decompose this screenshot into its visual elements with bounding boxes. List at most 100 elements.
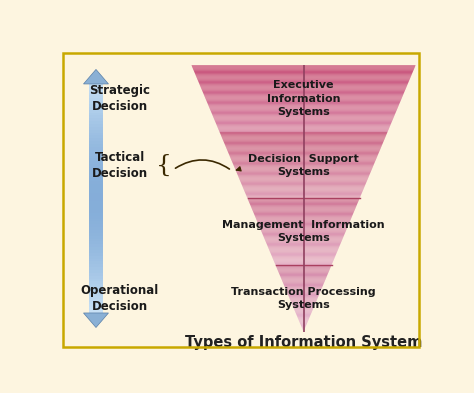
Bar bbox=[90, 161, 102, 164]
Bar bbox=[90, 84, 102, 87]
Polygon shape bbox=[231, 160, 376, 161]
Polygon shape bbox=[242, 186, 365, 187]
Polygon shape bbox=[239, 178, 368, 180]
Polygon shape bbox=[231, 158, 376, 160]
Polygon shape bbox=[224, 142, 383, 143]
Polygon shape bbox=[266, 242, 341, 243]
Polygon shape bbox=[292, 304, 315, 305]
Polygon shape bbox=[211, 112, 396, 113]
Polygon shape bbox=[256, 219, 351, 220]
Bar bbox=[90, 247, 102, 250]
Polygon shape bbox=[236, 170, 372, 171]
Text: Executive
Information
Systems: Executive Information Systems bbox=[267, 81, 340, 117]
Polygon shape bbox=[218, 127, 390, 129]
Bar bbox=[90, 216, 102, 219]
Polygon shape bbox=[272, 257, 335, 258]
Bar bbox=[90, 264, 102, 267]
Polygon shape bbox=[276, 267, 330, 268]
Polygon shape bbox=[232, 162, 375, 163]
Polygon shape bbox=[237, 172, 371, 173]
Polygon shape bbox=[212, 115, 394, 116]
Bar bbox=[90, 256, 102, 259]
Polygon shape bbox=[259, 225, 348, 226]
Polygon shape bbox=[244, 191, 363, 192]
Polygon shape bbox=[267, 244, 340, 245]
Bar bbox=[90, 193, 102, 196]
Bar bbox=[90, 307, 102, 310]
Polygon shape bbox=[215, 121, 392, 122]
Bar bbox=[90, 92, 102, 95]
Bar bbox=[90, 104, 102, 107]
Polygon shape bbox=[234, 165, 374, 166]
Polygon shape bbox=[224, 143, 383, 144]
Polygon shape bbox=[254, 214, 353, 215]
Bar bbox=[90, 287, 102, 290]
Bar bbox=[90, 196, 102, 198]
Polygon shape bbox=[226, 146, 382, 147]
Polygon shape bbox=[281, 277, 327, 278]
Polygon shape bbox=[215, 122, 392, 123]
Bar bbox=[90, 273, 102, 276]
Polygon shape bbox=[279, 273, 328, 274]
Polygon shape bbox=[237, 174, 370, 175]
Polygon shape bbox=[289, 296, 319, 297]
Polygon shape bbox=[253, 212, 354, 213]
Polygon shape bbox=[283, 283, 324, 284]
Polygon shape bbox=[268, 247, 339, 248]
Bar bbox=[90, 296, 102, 299]
Polygon shape bbox=[280, 275, 328, 276]
Polygon shape bbox=[258, 224, 349, 225]
Polygon shape bbox=[197, 77, 410, 79]
Polygon shape bbox=[208, 105, 399, 107]
Bar bbox=[90, 305, 102, 307]
Bar bbox=[90, 270, 102, 273]
Polygon shape bbox=[235, 167, 373, 169]
Polygon shape bbox=[83, 70, 109, 84]
Polygon shape bbox=[240, 182, 366, 183]
Text: Strategic
Decision: Strategic Decision bbox=[90, 84, 150, 113]
Text: Types of Information System: Types of Information System bbox=[185, 335, 422, 350]
Polygon shape bbox=[295, 312, 312, 313]
Polygon shape bbox=[291, 301, 317, 302]
Bar bbox=[90, 267, 102, 270]
Polygon shape bbox=[245, 193, 362, 194]
Polygon shape bbox=[302, 328, 305, 329]
Polygon shape bbox=[254, 213, 354, 214]
Polygon shape bbox=[226, 147, 381, 149]
Polygon shape bbox=[257, 222, 350, 223]
Polygon shape bbox=[234, 166, 373, 167]
Polygon shape bbox=[290, 298, 318, 299]
Bar bbox=[90, 244, 102, 247]
Bar bbox=[90, 236, 102, 239]
Polygon shape bbox=[203, 92, 404, 93]
Bar bbox=[90, 259, 102, 261]
Bar bbox=[90, 138, 102, 141]
Polygon shape bbox=[288, 295, 319, 296]
Polygon shape bbox=[264, 237, 343, 239]
Polygon shape bbox=[260, 227, 347, 228]
Polygon shape bbox=[228, 151, 380, 152]
Polygon shape bbox=[266, 243, 341, 244]
Bar bbox=[90, 118, 102, 121]
Polygon shape bbox=[245, 192, 362, 193]
Polygon shape bbox=[263, 235, 344, 236]
Polygon shape bbox=[255, 217, 352, 219]
Polygon shape bbox=[301, 325, 306, 326]
Polygon shape bbox=[247, 197, 360, 198]
Bar bbox=[90, 187, 102, 190]
Polygon shape bbox=[216, 124, 391, 125]
Polygon shape bbox=[261, 230, 346, 231]
Polygon shape bbox=[284, 285, 323, 286]
Polygon shape bbox=[283, 284, 324, 285]
Polygon shape bbox=[289, 297, 318, 298]
Polygon shape bbox=[204, 94, 403, 95]
Polygon shape bbox=[219, 131, 388, 132]
Bar bbox=[90, 207, 102, 210]
Polygon shape bbox=[275, 264, 332, 265]
Bar bbox=[90, 201, 102, 204]
Polygon shape bbox=[233, 164, 374, 165]
Polygon shape bbox=[260, 228, 347, 230]
Polygon shape bbox=[213, 118, 393, 119]
Polygon shape bbox=[277, 270, 330, 271]
Bar bbox=[90, 210, 102, 213]
